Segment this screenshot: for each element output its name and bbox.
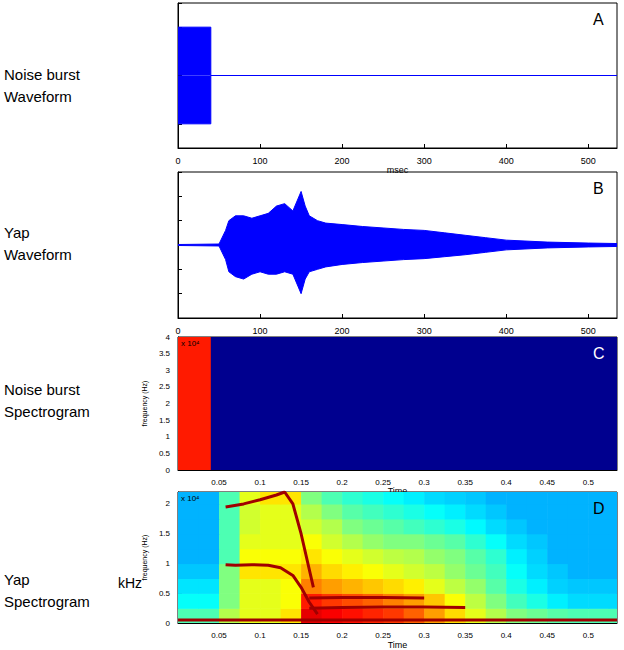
svg-text:0.5: 0.5 — [583, 478, 595, 487]
svg-text:0.45: 0.45 — [539, 478, 555, 487]
svg-text:D: D — [593, 500, 605, 517]
svg-text:0: 0 — [175, 326, 180, 336]
svg-text:Yap: Yap — [4, 571, 30, 588]
svg-text:0.15: 0.15 — [293, 631, 309, 640]
svg-text:1: 1 — [166, 559, 171, 568]
svg-text:0.4: 0.4 — [501, 631, 513, 640]
svg-text:0.35: 0.35 — [457, 478, 473, 487]
svg-text:1.5: 1.5 — [159, 416, 171, 425]
svg-text:0.3: 0.3 — [419, 478, 431, 487]
svg-text:Time: Time — [388, 640, 408, 650]
svg-text:x 10⁴: x 10⁴ — [181, 339, 200, 348]
svg-text:2: 2 — [166, 499, 171, 508]
svg-text:0.5: 0.5 — [159, 449, 171, 458]
svg-text:300: 300 — [417, 156, 432, 166]
svg-text:2.5: 2.5 — [159, 382, 171, 391]
svg-text:0.15: 0.15 — [293, 478, 309, 487]
svg-text:0: 0 — [166, 619, 171, 628]
svg-text:msec: msec — [387, 165, 409, 175]
svg-text:0.2: 0.2 — [337, 631, 349, 640]
svg-text:0.5: 0.5 — [583, 631, 595, 640]
svg-text:0.35: 0.35 — [457, 631, 473, 640]
svg-text:0.3: 0.3 — [419, 631, 431, 640]
svg-text:B: B — [593, 180, 604, 197]
svg-text:1.5: 1.5 — [159, 529, 171, 538]
svg-text:2: 2 — [166, 399, 171, 408]
svg-text:0.45: 0.45 — [539, 631, 555, 640]
svg-text:Waveform: Waveform — [4, 246, 72, 263]
svg-text:kHz: kHz — [118, 575, 142, 591]
svg-text:200: 200 — [335, 326, 350, 336]
svg-text:400: 400 — [499, 156, 514, 166]
svg-text:0: 0 — [166, 466, 171, 475]
svg-text:x 10⁴: x 10⁴ — [181, 494, 200, 503]
svg-text:500: 500 — [581, 156, 596, 166]
svg-text:100: 100 — [253, 156, 268, 166]
svg-text:A: A — [593, 11, 604, 28]
svg-text:200: 200 — [335, 156, 350, 166]
svg-text:frequency (Hz): frequency (Hz) — [141, 535, 149, 581]
svg-text:0.05: 0.05 — [211, 478, 227, 487]
svg-text:C: C — [593, 345, 605, 362]
svg-text:0.4: 0.4 — [501, 478, 513, 487]
svg-text:0.1: 0.1 — [254, 478, 266, 487]
svg-text:Yap: Yap — [4, 224, 30, 241]
svg-text:0.5: 0.5 — [159, 589, 171, 598]
svg-text:0: 0 — [175, 156, 180, 166]
svg-text:Spectrogram: Spectrogram — [4, 593, 90, 610]
svg-text:3.5: 3.5 — [159, 349, 171, 358]
svg-text:0.25: 0.25 — [375, 631, 391, 640]
svg-text:Noise burst: Noise burst — [4, 381, 81, 398]
svg-text:3: 3 — [166, 366, 171, 375]
svg-text:0.2: 0.2 — [337, 478, 349, 487]
svg-text:300: 300 — [417, 326, 432, 336]
svg-text:Noise burst: Noise burst — [4, 66, 81, 83]
svg-text:500: 500 — [581, 326, 596, 336]
svg-text:100: 100 — [253, 326, 268, 336]
svg-text:frequency (Hz): frequency (Hz) — [141, 381, 149, 427]
svg-text:1: 1 — [166, 432, 171, 441]
svg-text:0.05: 0.05 — [211, 631, 227, 640]
svg-text:Time: Time — [387, 486, 408, 497]
svg-text:4: 4 — [166, 333, 171, 342]
svg-text:0.1: 0.1 — [254, 631, 266, 640]
svg-text:0.25: 0.25 — [375, 478, 391, 487]
svg-text:400: 400 — [499, 326, 514, 336]
svg-text:Spectrogram: Spectrogram — [4, 403, 90, 420]
svg-text:Waveform: Waveform — [4, 88, 72, 105]
